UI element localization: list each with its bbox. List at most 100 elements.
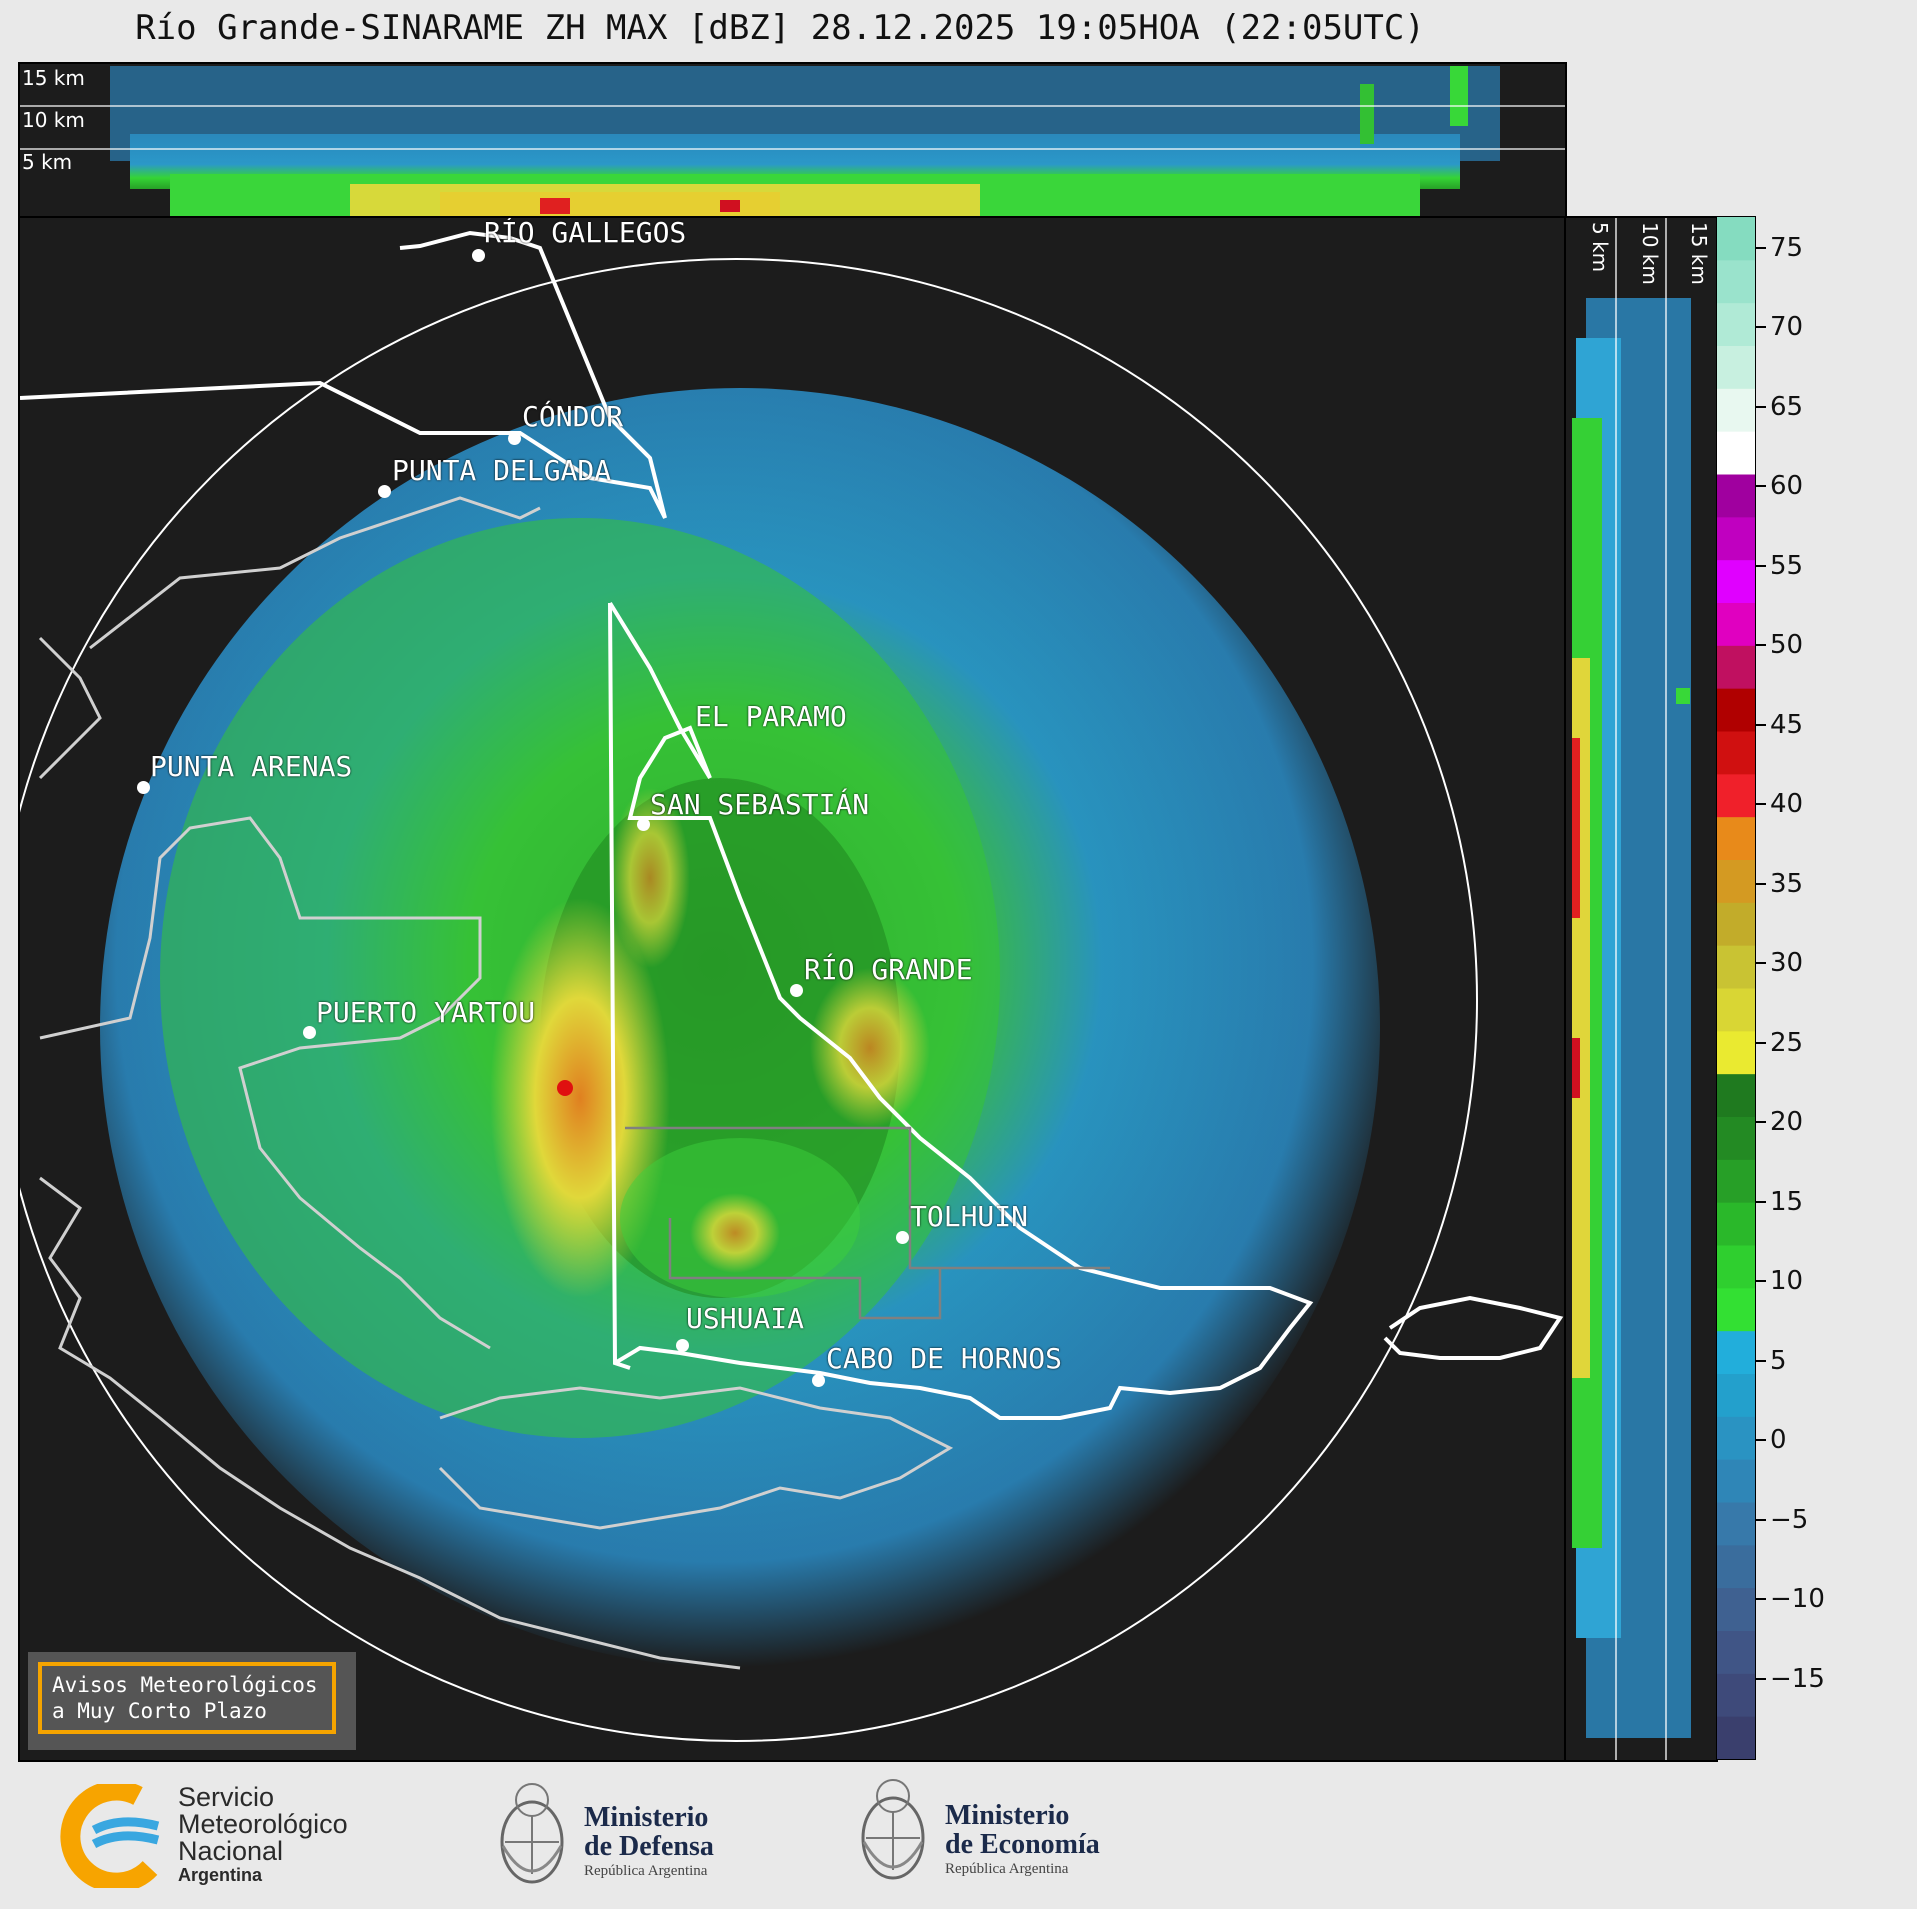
colorbar-swatch (1717, 1587, 1755, 1631)
colorbar-swatches (1717, 217, 1755, 1760)
defensa-line-2: de Defensa (584, 1831, 714, 1862)
city-marker-punta-arenas (137, 781, 150, 794)
avisos-line-1: Avisos Meteorológicos (52, 1673, 318, 1697)
colorbar-swatch (1717, 1245, 1755, 1289)
colorbar-swatch (1717, 859, 1755, 903)
city-marker-condor (508, 432, 521, 445)
city-label-punta-delgada: PUNTA DELGADA (392, 454, 612, 487)
city-marker-tolhuin (896, 1231, 909, 1244)
colorbar-tick-label: 65 (1770, 391, 1804, 422)
colorbar-tick (1756, 1518, 1766, 1521)
colorbar-tick-label: 50 (1770, 630, 1804, 661)
colorbar-tick (1756, 644, 1766, 647)
colorbar-tick-label: 5 (1770, 1345, 1787, 1376)
colorbar-swatch (1717, 559, 1755, 603)
colorbar-tick-label: 60 (1770, 471, 1804, 502)
top-cross-section-echoes (20, 66, 1565, 216)
colorbar-swatch (1717, 816, 1755, 860)
right-cross-section-echoes (1572, 218, 1691, 1760)
colorbar-swatch (1717, 1673, 1755, 1717)
colorbar-swatch (1717, 1159, 1755, 1203)
colorbar-tick (1756, 1121, 1766, 1124)
colorbar-swatch (1717, 1030, 1755, 1075)
economia-line-3: República Argentina (945, 1861, 1069, 1877)
colorbar-swatch (1717, 1716, 1755, 1760)
colorbar-swatch (1717, 259, 1755, 304)
colorbar-tick (1756, 1439, 1766, 1442)
smn-line-1: Servicio (178, 1782, 275, 1812)
top-cross-section-panel: 15 km 10 km 5 km (18, 62, 1567, 220)
colorbar-tick-label: 45 (1770, 709, 1804, 740)
colorbar-swatch (1717, 1544, 1755, 1589)
colorbar-tick (1756, 564, 1766, 567)
avisos-line-2: a Muy Corto Plazo (52, 1699, 267, 1723)
smn-line-3: Nacional (178, 1836, 284, 1866)
economia-coat-of-arms-icon (861, 1779, 925, 1880)
colorbar-tick (1756, 485, 1766, 488)
right-cross-section-panel: 5 km 10 km 15 km (1564, 216, 1718, 1762)
city-label-ushuaia: USHUAIA (686, 1302, 805, 1335)
colorbar-swatch (1717, 1330, 1755, 1374)
radar-reflectivity-map (20, 230, 1564, 1742)
colorbar-tick-label: 15 (1770, 1186, 1804, 1217)
top-height-label-10km: 10 km (22, 108, 85, 132)
colorbar-tick-label: 25 (1770, 1027, 1804, 1058)
city-marker-san-sebastian (637, 818, 650, 831)
colorbar-swatch (1717, 945, 1755, 989)
colorbar-tick (1756, 326, 1766, 329)
colorbar-tick (1756, 246, 1766, 249)
colorbar-swatch (1717, 345, 1755, 389)
city-marker-rio-gallegos (472, 249, 485, 262)
colorbar-tick-label: 0 (1770, 1425, 1787, 1456)
colorbar-tick (1756, 723, 1766, 726)
city-marker-cabo-de-hornos (812, 1374, 825, 1387)
defensa-coat-of-arms-icon (500, 1783, 564, 1884)
city-label-rio-gallegos: RÍO GALLEGOS (484, 216, 687, 249)
colorbar-swatch (1717, 388, 1755, 432)
echo-core-max (557, 1080, 573, 1096)
top-height-label-15km: 15 km (22, 66, 85, 90)
top-height-label-5km: 5 km (22, 150, 73, 174)
coastline-isla-de-los-estados (1383, 1295, 1564, 1360)
avisos-badge: Avisos Meteorológicos a Muy Corto Plazo (28, 1652, 356, 1750)
colorbar-tick (1756, 1280, 1766, 1283)
colorbar-tick-label: 75 (1770, 232, 1804, 263)
defensa-line-1: Ministerio (584, 1802, 709, 1833)
colorbar-tick (1756, 1041, 1766, 1044)
colorbar-tick-label: −5 (1770, 1504, 1809, 1535)
economia-line-1: Ministerio (945, 1800, 1070, 1831)
colorbar-swatch (1717, 431, 1755, 475)
colorbar-tick (1756, 1359, 1766, 1362)
city-label-cabo-de-hornos: CABO DE HORNOS (826, 1342, 1063, 1375)
colorbar-tick-label: −15 (1770, 1663, 1825, 1694)
colorbar-swatch (1717, 516, 1755, 561)
colorbar-swatch (1717, 1416, 1755, 1460)
city-marker-ushuaia (676, 1339, 689, 1352)
colorbar-tick-label: 70 (1770, 312, 1804, 343)
colorbar-swatch (1717, 602, 1755, 646)
colorbar-tick-label: 55 (1770, 550, 1804, 581)
colorbar-tick (1756, 1598, 1766, 1601)
city-marker-rio-grande (790, 984, 803, 997)
smn-line-2: Meteorológico (178, 1809, 348, 1839)
colorbar-tick (1756, 803, 1766, 806)
colorbar-swatch (1717, 988, 1755, 1032)
colorbar-swatch (1717, 645, 1755, 689)
colorbar-tick (1756, 962, 1766, 965)
colorbar-swatch (1717, 1287, 1755, 1332)
radar-map-panel: RÍO GALLEGOS CÓNDOR PUNTA DELGADA EL PAR… (18, 216, 1567, 1762)
city-label-san-sebastian: SAN SEBASTIÁN (650, 788, 870, 821)
city-label-rio-grande: RÍO GRANDE (804, 953, 973, 986)
colorbar-swatch (1717, 773, 1755, 818)
colorbar-tick (1756, 882, 1766, 885)
colorbar-tick-label: 20 (1770, 1107, 1804, 1138)
city-label-el-paramo: EL PARAMO (695, 700, 847, 733)
city-label-punta-arenas: PUNTA ARENAS (150, 750, 353, 783)
economia-line-2: de Economía (945, 1829, 1100, 1860)
colorbar-swatch (1717, 902, 1755, 946)
colorbar-swatch (1717, 731, 1755, 775)
colorbar-swatch (1717, 1116, 1755, 1160)
colorbar-swatch (1717, 1502, 1755, 1546)
colorbar-swatch (1717, 474, 1755, 518)
right-height-label-5km: 5 km (1588, 222, 1612, 273)
